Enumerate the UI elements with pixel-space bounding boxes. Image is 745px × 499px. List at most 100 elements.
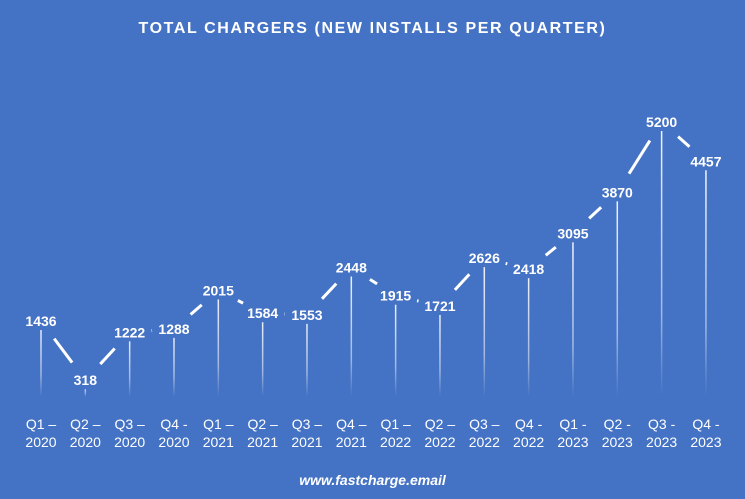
x-tick-quarter-0: Q1 –: [26, 416, 57, 432]
x-tick-year-12: 2023: [557, 434, 588, 450]
data-label-15: 4457: [687, 152, 724, 171]
drop-line-3: [173, 328, 175, 397]
data-label-0: 1436: [23, 312, 59, 331]
data-label-bg-1: [67, 371, 104, 390]
drop-line-15: [705, 161, 707, 397]
x-tick-year-13: 2023: [602, 434, 633, 450]
data-label-bg-10: [466, 249, 503, 268]
data-label-bg-8: [377, 286, 414, 305]
x-tick-year-0: 2020: [25, 434, 56, 450]
drop-line-4: [217, 290, 220, 397]
data-label-6: 1553: [288, 305, 325, 324]
line-segment-3: [189, 303, 203, 316]
line-segment-4: [237, 299, 244, 305]
x-tick-year-8: 2022: [380, 434, 411, 450]
data-label-bg-14: [643, 113, 680, 131]
data-label-bg-12: [554, 224, 591, 243]
data-label-text-10: 2626: [469, 250, 500, 266]
data-label-5: 1584: [244, 304, 281, 323]
data-labels: 1436 318 1222 1288 2015 1584 1553 2448 1915 1721 2…: [23, 113, 724, 390]
data-label-bg-2: [111, 323, 148, 342]
x-tick-year-1: 2020: [70, 434, 101, 450]
data-label-11: 2418: [510, 260, 547, 279]
data-label-14: 5200: [643, 113, 680, 131]
drop-line-7: [350, 267, 353, 397]
data-label-2: 1222: [111, 323, 148, 342]
x-tick-quarter-1: Q2 –: [70, 416, 101, 432]
data-label-bg-15: [687, 152, 724, 171]
x-tick-quarter-12: Q1 -: [559, 416, 587, 432]
x-tick-quarter-2: Q3 –: [114, 416, 145, 432]
drop-line-13: [616, 192, 619, 397]
footer-url[interactable]: www.fastcharge.email: [299, 472, 446, 488]
data-label-12: 3095: [554, 224, 591, 243]
line-segment-1: [99, 347, 116, 366]
series-line: [52, 135, 691, 366]
drop-line-2: [128, 332, 131, 397]
line-segment-6: [320, 282, 338, 300]
x-axis-ticks: Q1 – 2020 Q2 – 2020 Q3 – 2020 Q4 - 2020 Q1 – 2021…: [25, 416, 721, 450]
data-label-8: 1915: [377, 286, 414, 305]
x-tick-quarter-11: Q4 -: [515, 416, 543, 432]
drop-line-8: [394, 295, 397, 397]
x-tick-quarter-3: Q4 -: [160, 416, 188, 432]
drop-line-5: [261, 313, 264, 397]
data-label-text-14: 5200: [646, 114, 677, 130]
data-label-bg-13: [599, 183, 636, 202]
x-tick-quarter-9: Q2 –: [425, 416, 456, 432]
line-segment-13: [627, 139, 652, 175]
x-tick-year-4: 2021: [203, 434, 234, 450]
data-label-text-7: 2448: [336, 260, 367, 276]
x-tick-quarter-15: Q4 -: [692, 416, 720, 432]
data-label-text-11: 2418: [513, 261, 544, 277]
x-tick-year-11: 2022: [513, 434, 544, 450]
drop-line-11: [527, 269, 530, 397]
x-tick-year-6: 2021: [291, 434, 322, 450]
line-segment-11: [544, 245, 557, 257]
line-segment-9: [453, 273, 471, 291]
data-label-bg-9: [421, 296, 458, 315]
data-label-text-3: 1288: [158, 321, 189, 337]
data-label-9: 1721: [421, 296, 458, 315]
data-label-bg-5: [244, 304, 281, 323]
data-label-text-1: 318: [74, 372, 98, 388]
data-label-text-12: 3095: [557, 225, 588, 241]
x-tick-quarter-4: Q1 –: [203, 416, 234, 432]
line-segment-14: [677, 135, 691, 148]
data-label-text-9: 1721: [424, 298, 455, 314]
drop-line-12: [572, 233, 574, 397]
x-tick-year-2: 2020: [114, 434, 145, 450]
x-tick-year-7: 2021: [336, 434, 367, 450]
x-tick-quarter-7: Q4 –: [336, 416, 367, 432]
data-label-bg-4: [200, 281, 237, 300]
data-label-13: 3870: [599, 183, 636, 202]
drop-line-6: [306, 314, 308, 397]
x-tick-quarter-14: Q3 -: [648, 416, 676, 432]
x-tick-year-9: 2022: [424, 434, 455, 450]
line-segment-12: [588, 206, 603, 220]
chart-title: TOTAL CHARGERS (NEW INSTALLS PER QUARTER…: [138, 20, 607, 37]
data-label-3: 1288: [155, 319, 192, 338]
data-label-text-13: 3870: [602, 184, 633, 200]
x-tick-year-10: 2022: [469, 434, 500, 450]
data-label-bg-6: [288, 305, 325, 324]
drop-lines: [40, 122, 707, 397]
drop-line-14: [660, 122, 663, 397]
data-label-7: 2448: [333, 258, 370, 277]
data-label-text-4: 2015: [203, 282, 234, 298]
data-label-bg-3: [155, 319, 192, 338]
line-segment-0: [52, 337, 74, 364]
data-label-1: 318: [67, 371, 104, 390]
data-label-bg-11: [510, 260, 547, 279]
x-tick-quarter-10: Q3 –: [469, 416, 500, 432]
line-segment-7: [369, 278, 378, 286]
data-label-text-5: 1584: [247, 305, 278, 321]
data-label-text-6: 1553: [291, 307, 322, 323]
x-tick-year-15: 2023: [690, 434, 721, 450]
x-tick-year-5: 2021: [247, 434, 278, 450]
x-tick-quarter-6: Q3 –: [292, 416, 323, 432]
data-label-text-2: 1222: [114, 324, 145, 340]
data-label-text-8: 1915: [380, 288, 411, 304]
x-tick-quarter-8: Q1 –: [380, 416, 411, 432]
